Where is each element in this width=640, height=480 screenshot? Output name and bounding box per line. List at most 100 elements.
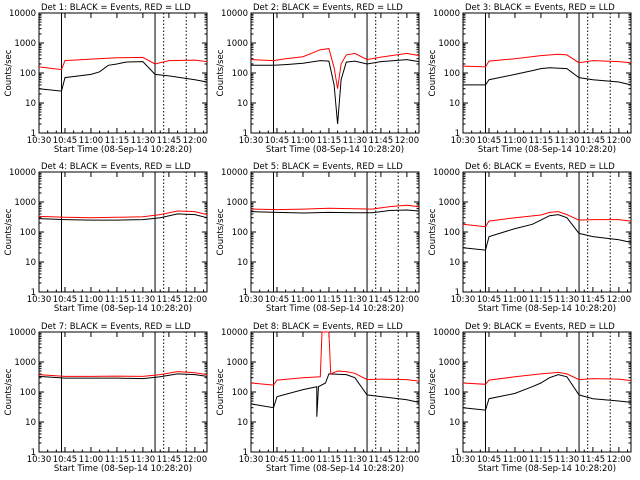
- x-tick-label: 11:30: [131, 455, 156, 465]
- y-tick-label: 1000: [226, 39, 248, 49]
- chart-panel-6: Det 6: BLACK = Events, RED = LLD 1 10 100 10…: [428, 162, 632, 314]
- series-line-events: [462, 214, 632, 251]
- x-axis-label: Start Time (08-Sep-14 10:28:20): [478, 464, 616, 474]
- y-axis-label: Counts/sec: [428, 208, 438, 255]
- y-tick-label: 100: [20, 228, 36, 238]
- x-tick-label: 11:45: [581, 136, 606, 146]
- plot-frame: [462, 12, 632, 134]
- y-tick-label: 1000: [226, 358, 248, 368]
- y-tick-label: 1: [455, 448, 460, 458]
- chart-title: Det 9: BLACK = Events, RED = LLD: [465, 322, 615, 332]
- chart-title: Det 5: BLACK = Events, RED = LLD: [253, 162, 403, 172]
- x-tick-label: 11:30: [131, 295, 156, 305]
- series-line-events: [462, 374, 632, 411]
- x-tick-label: 11:15: [317, 455, 342, 465]
- plot-frame: [250, 171, 420, 293]
- plot-frame: [38, 331, 208, 453]
- x-tick-label: 11:45: [157, 136, 182, 146]
- x-tick-label: 12:00: [607, 295, 632, 305]
- x-tick-label: 12:00: [183, 136, 208, 146]
- y-tick-label: 1: [31, 448, 36, 458]
- x-tick-label: 10:30: [239, 136, 264, 146]
- x-tick-label: 11:00: [291, 455, 316, 465]
- x-tick-label: 10:45: [265, 455, 290, 465]
- chart-panel-4: Det 4: BLACK = Events, RED = LLD 1 10 100 10…: [4, 162, 208, 314]
- x-tick-label: 10:30: [451, 136, 476, 146]
- x-tick-label: 10:30: [27, 136, 52, 146]
- x-tick-label: 11:45: [369, 295, 394, 305]
- y-tick-label: 1: [243, 288, 248, 298]
- series-line-events: [463, 67, 632, 86]
- plot-frame: [462, 171, 632, 293]
- series-line-lld: [462, 53, 632, 68]
- series-line-lld: [250, 331, 420, 386]
- y-tick-label: 1000: [226, 198, 248, 208]
- y-tick-label: 100: [232, 388, 248, 398]
- x-tick-label: 12:00: [183, 455, 208, 465]
- series-line-events: [38, 373, 208, 380]
- series-line-events: [250, 209, 420, 214]
- y-tick-label: 100: [232, 69, 248, 79]
- series-line-events: [38, 61, 208, 92]
- y-tick-label: 100: [444, 228, 460, 238]
- y-tick-label: 10000: [433, 168, 460, 178]
- y-tick-label: 10: [25, 99, 36, 109]
- x-tick-label: 10:30: [27, 455, 52, 465]
- y-tick-label: 10000: [433, 328, 460, 338]
- x-tick-label: 11:30: [555, 136, 580, 146]
- chart-title: Det 3: BLACK = Events, RED = LLD: [465, 3, 615, 13]
- plot-frame: [38, 12, 208, 134]
- series-line-events: [251, 59, 420, 125]
- plot-frame: [38, 171, 208, 293]
- x-tick-label: 11:45: [369, 136, 394, 146]
- y-tick-label: 1: [31, 129, 36, 139]
- x-tick-label: 12:00: [183, 295, 208, 305]
- x-axis-label: Start Time (08-Sep-14 10:28:20): [54, 145, 192, 155]
- x-tick-label: 11:45: [157, 455, 182, 465]
- y-tick-label: 1000: [438, 198, 460, 208]
- x-tick-label: 10:30: [239, 455, 264, 465]
- x-tick-label: 10:45: [265, 295, 290, 305]
- y-tick-label: 10000: [221, 328, 248, 338]
- x-tick-label: 11:15: [105, 455, 130, 465]
- y-tick-label: 1000: [14, 358, 36, 368]
- series-line-lld: [38, 210, 208, 219]
- y-tick-label: 1: [243, 448, 248, 458]
- y-axis-label: Counts/sec: [4, 208, 14, 255]
- y-tick-label: 10: [237, 258, 248, 268]
- series-line-lld: [250, 204, 420, 211]
- x-tick-label: 11:30: [343, 295, 368, 305]
- x-tick-label: 11:15: [317, 295, 342, 305]
- y-tick-label: 1: [455, 288, 460, 298]
- x-tick-label: 11:15: [105, 295, 130, 305]
- x-tick-label: 12:00: [607, 455, 632, 465]
- chart-panel-3: Det 3: BLACK = Events, RED = LLD 1 10 100 10…: [428, 3, 632, 155]
- chart-panel-1: Det 1: BLACK = Events, RED = LLD 1 10 100 10…: [4, 3, 208, 155]
- x-tick-label: 11:30: [343, 455, 368, 465]
- x-tick-label: 11:00: [79, 295, 104, 305]
- x-tick-label: 10:30: [239, 295, 264, 305]
- y-tick-label: 10000: [221, 9, 248, 19]
- x-tick-label: 10:45: [265, 136, 290, 146]
- y-tick-label: 10000: [9, 328, 36, 338]
- x-tick-label: 11:30: [555, 295, 580, 305]
- series-line-lld: [38, 371, 208, 377]
- x-tick-label: 11:00: [79, 136, 104, 146]
- chart-title: Det 4: BLACK = Events, RED = LLD: [41, 162, 191, 172]
- y-tick-label: 10: [25, 258, 36, 268]
- y-axis-label: Counts/sec: [4, 49, 14, 96]
- y-tick-label: 100: [444, 388, 460, 398]
- x-axis-label: Start Time (08-Sep-14 10:28:20): [266, 145, 404, 155]
- x-axis-label: Start Time (08-Sep-14 10:28:20): [478, 145, 616, 155]
- x-tick-label: 11:00: [79, 455, 104, 465]
- y-tick-label: 10: [237, 418, 248, 428]
- x-tick-label: 10:45: [53, 136, 78, 146]
- x-axis-label: Start Time (08-Sep-14 10:28:20): [54, 304, 192, 314]
- x-tick-label: 12:00: [395, 455, 420, 465]
- x-tick-label: 10:30: [27, 295, 52, 305]
- y-tick-label: 10000: [221, 168, 248, 178]
- x-tick-label: 11:45: [369, 455, 394, 465]
- y-tick-label: 1: [455, 129, 460, 139]
- x-tick-label: 12:00: [395, 295, 420, 305]
